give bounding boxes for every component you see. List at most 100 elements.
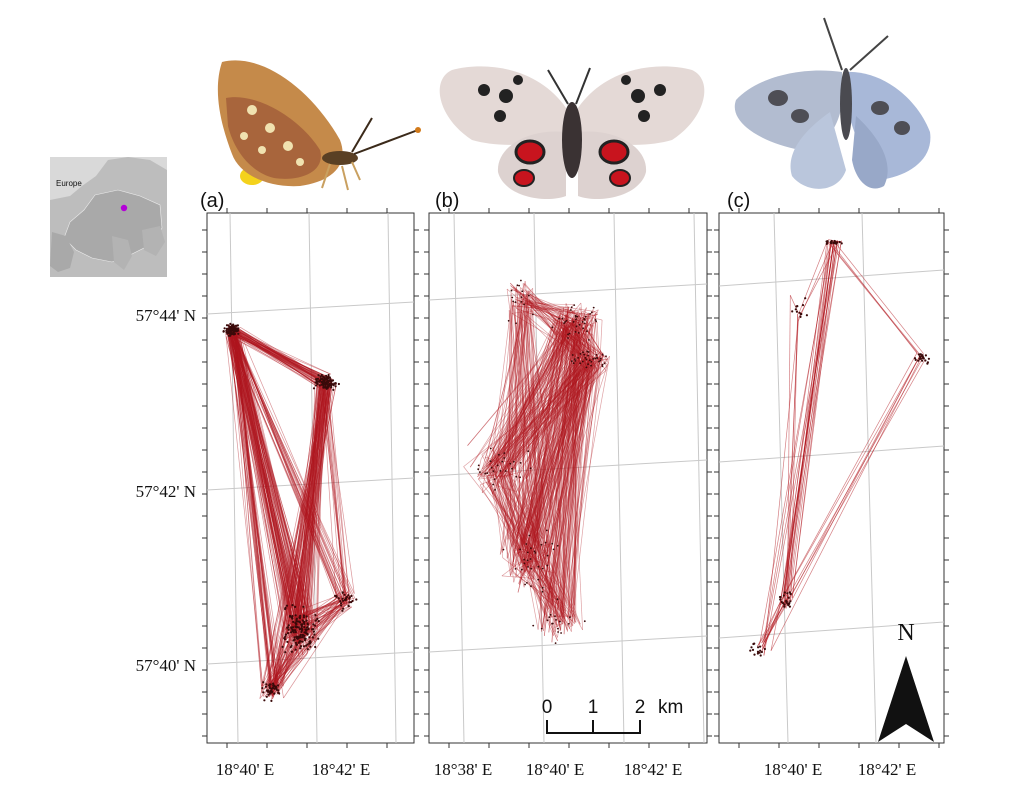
location-fix	[527, 294, 530, 297]
movement-track	[561, 318, 573, 625]
movement-track	[536, 359, 586, 563]
movement-track	[309, 382, 330, 618]
location-fix	[590, 360, 593, 363]
movement-track	[528, 357, 590, 574]
movement-track	[226, 328, 295, 637]
movement-track	[499, 348, 578, 474]
movement-track	[522, 478, 525, 588]
movement-track	[232, 333, 294, 619]
location-fix	[574, 315, 577, 318]
movement-track	[542, 359, 594, 570]
location-fix	[583, 620, 586, 623]
movement-track	[509, 282, 582, 363]
movement-track	[510, 325, 583, 541]
movement-track	[491, 324, 574, 458]
movement-track	[271, 605, 337, 696]
movement-track	[590, 349, 593, 372]
location-fix	[926, 361, 930, 364]
movement-track	[278, 640, 298, 688]
location-fix	[567, 623, 570, 625]
location-fix	[335, 595, 338, 599]
movement-track	[512, 368, 588, 563]
movement-track	[274, 645, 292, 684]
location-fix	[277, 691, 280, 694]
location-fix	[502, 548, 505, 551]
location-fix	[237, 332, 240, 335]
movement-track	[565, 326, 588, 356]
movement-track	[562, 329, 578, 355]
movement-track	[290, 378, 327, 641]
movement-track	[500, 281, 526, 485]
movement-track	[233, 330, 292, 633]
movement-track	[526, 307, 581, 480]
movement-track	[571, 323, 591, 349]
location-fix	[316, 380, 319, 383]
movement-track	[229, 325, 341, 601]
movement-track	[300, 378, 321, 617]
movement-track	[490, 320, 576, 465]
location-fix	[575, 318, 577, 321]
movement-track	[234, 328, 326, 383]
movement-track	[297, 376, 323, 644]
movement-track	[551, 312, 568, 643]
movement-track	[553, 358, 591, 636]
location-fix	[573, 304, 576, 306]
movement-track	[230, 325, 323, 382]
movement-track	[235, 330, 269, 687]
movement-track	[512, 462, 561, 625]
movement-track	[264, 633, 298, 690]
movement-track	[528, 329, 577, 556]
movement-track	[289, 383, 321, 614]
longitude-label-c-1840: 18°40' E	[764, 760, 823, 779]
movement-track	[556, 359, 592, 585]
movement-track	[525, 293, 574, 313]
movement-track	[560, 326, 586, 365]
movement-track	[599, 319, 603, 362]
study-site-marker	[120, 204, 128, 212]
movement-track	[524, 289, 586, 364]
movement-track	[531, 324, 580, 548]
movement-track	[232, 331, 307, 616]
movement-track	[571, 322, 596, 632]
movement-track	[228, 324, 304, 655]
movement-track	[558, 315, 578, 329]
movement-track	[294, 595, 343, 625]
movement-track	[232, 331, 327, 390]
movement-track	[524, 321, 569, 566]
movement-track	[520, 287, 597, 356]
location-fix	[519, 548, 521, 551]
movement-track	[522, 283, 570, 331]
movement-track	[495, 457, 507, 471]
movement-track	[293, 375, 320, 631]
movement-track	[570, 357, 596, 618]
movement-track	[234, 329, 272, 688]
location-fix	[567, 333, 569, 336]
movement-track	[584, 356, 600, 364]
location-fix	[230, 324, 233, 327]
movement-track	[562, 315, 580, 623]
movement-track	[298, 378, 324, 642]
movement-track	[290, 632, 310, 647]
location-fix	[342, 607, 345, 610]
movement-track	[282, 384, 332, 633]
movement-track	[557, 303, 567, 610]
location-fix	[787, 602, 791, 606]
location-fix	[293, 636, 296, 639]
location-fix	[329, 383, 333, 386]
movement-track	[565, 303, 591, 362]
movement-track	[294, 384, 320, 643]
location-fix	[525, 543, 528, 545]
movement-track	[781, 356, 920, 600]
blue-butterfly-icon	[734, 17, 931, 189]
movement-track	[229, 330, 283, 633]
movement-track	[226, 330, 284, 699]
location-fix	[785, 599, 788, 603]
movement-track	[502, 312, 525, 490]
location-fix	[564, 321, 566, 323]
movement-track	[296, 383, 335, 645]
movement-track	[530, 300, 539, 547]
movement-track	[228, 324, 317, 622]
movement-track	[484, 456, 504, 465]
movement-track	[570, 355, 576, 627]
movement-track	[229, 327, 351, 603]
